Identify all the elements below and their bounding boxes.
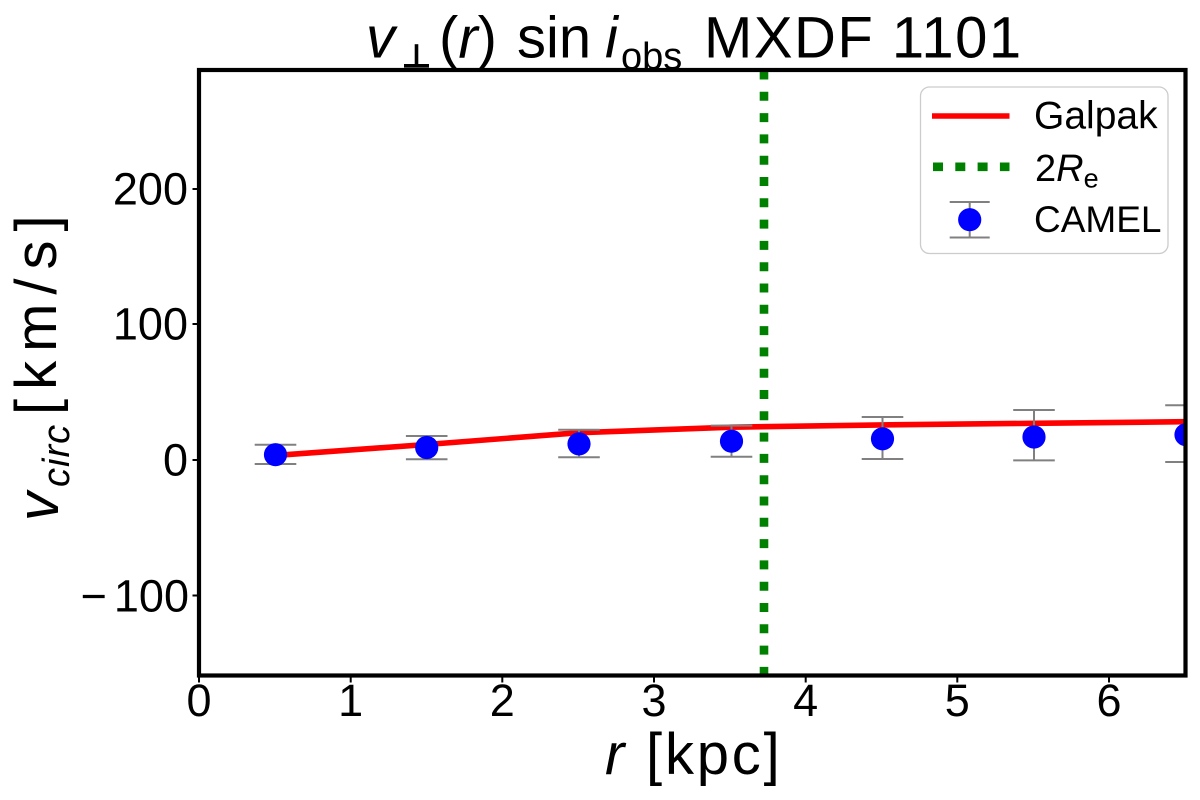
svg-text:r [kpc]: r [kpc] bbox=[605, 722, 783, 787]
svg-text:0: 0 bbox=[163, 435, 188, 486]
svg-text:v: v bbox=[366, 6, 398, 71]
svg-text:100: 100 bbox=[113, 299, 188, 350]
svg-text:[km/s]: [km/s] bbox=[4, 206, 69, 415]
svg-text:Galpak: Galpak bbox=[1034, 95, 1158, 138]
svg-text:2: 2 bbox=[490, 675, 515, 726]
svg-text:0: 0 bbox=[186, 675, 211, 726]
svg-text:1: 1 bbox=[338, 675, 363, 726]
svg-text:3: 3 bbox=[641, 675, 666, 726]
svg-text:MXDF 1101: MXDF 1101 bbox=[704, 6, 1023, 71]
svg-text:sin: sin bbox=[517, 6, 591, 71]
svg-text:5: 5 bbox=[945, 675, 970, 726]
svg-text:obs: obs bbox=[621, 36, 682, 78]
svg-text:−100: −100 bbox=[81, 571, 189, 622]
svg-text:(r): (r) bbox=[439, 6, 497, 71]
svg-text:2Re: 2Re bbox=[1035, 148, 1099, 194]
svg-text:circ: circ bbox=[36, 424, 78, 487]
svg-text:6: 6 bbox=[1096, 675, 1121, 726]
svg-text:CAMEL: CAMEL bbox=[1034, 199, 1161, 240]
svg-text:i: i bbox=[605, 6, 620, 71]
svg-text:v: v bbox=[6, 489, 71, 521]
svg-text:4: 4 bbox=[793, 675, 818, 726]
svg-text:200: 200 bbox=[113, 164, 188, 215]
